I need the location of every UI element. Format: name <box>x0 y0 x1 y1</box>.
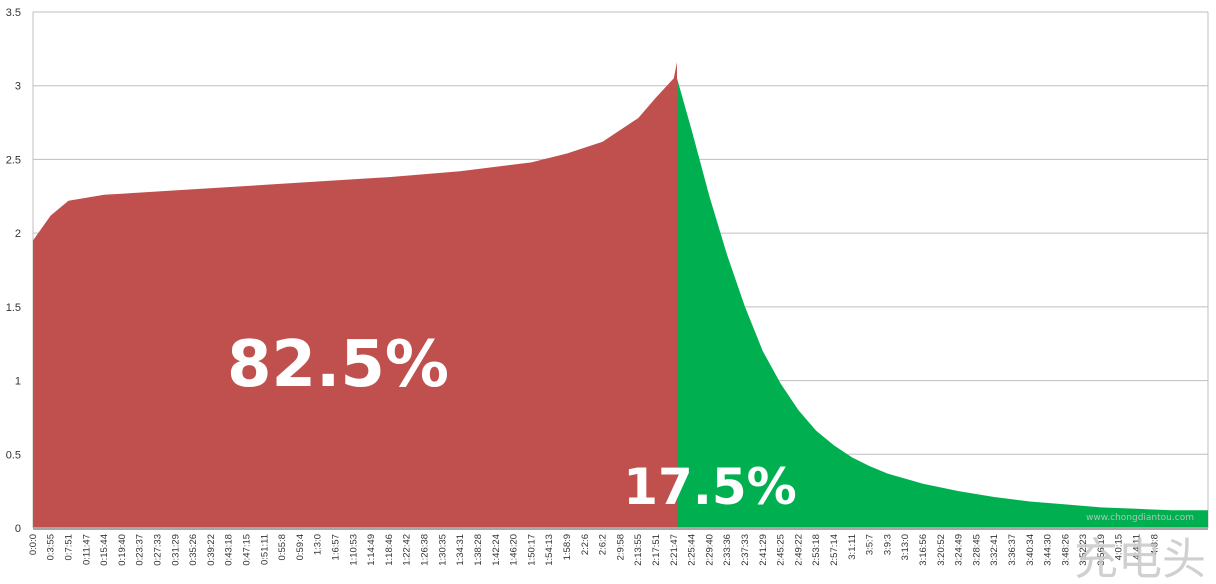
x-tick-label: 2:17:51 <box>651 534 662 566</box>
x-tick-label: 3:9:3 <box>882 534 893 555</box>
x-tick-label: 3:13:0 <box>900 534 911 560</box>
x-tick-label: 0:27:33 <box>153 534 164 566</box>
x-tick-label: 2:29:40 <box>704 534 715 566</box>
x-tick-label: 3:1:11 <box>847 534 858 560</box>
x-tick-label: 0:7:51 <box>64 534 75 560</box>
x-tick-label: 4:0:15 <box>1114 534 1125 560</box>
x-tick-label: 1:14:49 <box>366 534 377 566</box>
y-axis: 0 0.5 1 1.5 2 2.5 3 3.5 <box>6 7 21 535</box>
x-tick-label: 2:37:33 <box>740 534 751 566</box>
x-tick-label: 1:34:31 <box>455 534 466 566</box>
x-tick-label: 0:23:37 <box>135 534 146 566</box>
x-tick-label: 2:21:47 <box>669 534 680 566</box>
x-tick-label: 2:2:6 <box>580 534 591 555</box>
x-tick-label: 0:31:29 <box>170 534 181 566</box>
x-tick-label: 0:59:4 <box>295 534 306 560</box>
x-tick-label: 2:13:55 <box>633 534 644 566</box>
x-tick-label: 2:49:22 <box>793 534 804 566</box>
y-tick-label: 0.5 <box>6 449 21 461</box>
x-tick-label: 0:11:47 <box>81 534 92 565</box>
watermark: 充电头 www.chongdiantou.com <box>1074 513 1206 584</box>
x-tick-label: 1:30:35 <box>437 534 448 566</box>
x-tick-label: 3:52:23 <box>1078 534 1089 566</box>
x-tick-label: 1:38:28 <box>473 534 484 566</box>
x-tick-label: 3:40:34 <box>1025 534 1036 566</box>
x-tick-label: 3:36:37 <box>1007 534 1018 566</box>
area-series-right <box>677 78 1208 529</box>
x-tick-label: 0:55:8 <box>277 534 288 560</box>
x-tick-label: 0:19:40 <box>117 534 128 566</box>
x-tick-label: 1:10:53 <box>348 534 359 566</box>
x-tick-label: 0:39:22 <box>206 534 217 566</box>
y-tick-label: 3.5 <box>6 7 21 19</box>
x-tick-label: 2:45:25 <box>776 534 787 566</box>
x-tick-label: 0:15:44 <box>99 534 110 566</box>
y-tick-label: 1.5 <box>6 302 21 314</box>
x-tick-label: 1:18:46 <box>384 534 395 566</box>
plot-area <box>33 62 1208 529</box>
x-tick-label: 1:42:24 <box>491 534 502 566</box>
x-tick-label: 2:41:29 <box>758 534 769 566</box>
x-axis-baseline <box>33 527 1208 530</box>
x-tick-label: 3:16:56 <box>918 534 929 566</box>
x-tick-label: 3:28:45 <box>971 534 982 566</box>
x-tick-label: 1:54:13 <box>544 534 555 566</box>
x-tick-label: 3:5:7 <box>865 534 876 555</box>
watermark-url: www.chongdiantou.com <box>1086 513 1194 523</box>
x-tick-label: 4:8:8 <box>1149 534 1160 555</box>
x-tick-label: 2:9:58 <box>615 534 626 560</box>
x-tick-label: 1:50:17 <box>526 534 537 566</box>
area-series-left <box>33 62 677 528</box>
x-tick-label: 0:51:11 <box>259 534 270 565</box>
x-tick-label: 0:0:0 <box>28 534 39 555</box>
x-tick-label: 0:3:55 <box>46 534 57 560</box>
x-tick-label: 2:6:2 <box>598 534 609 555</box>
x-tick-label: 0:47:15 <box>242 534 253 566</box>
y-tick-label: 2.5 <box>6 154 21 166</box>
x-tick-label: 1:58:9 <box>562 534 573 560</box>
x-tick-label: 3:24:49 <box>954 534 965 566</box>
right-percentage-label: 17.5% <box>623 458 796 516</box>
x-tick-label: 3:48:26 <box>1060 534 1071 566</box>
y-tick-label: 2 <box>15 228 21 240</box>
x-tick-label: 4:4:11 <box>1132 534 1143 560</box>
x-axis: 0:0:0 0:3:55 0:7:51 0:11:47 0:15:44 0:19:40 0:… <box>28 534 1160 566</box>
y-tick-label: 0 <box>15 523 21 535</box>
x-tick-label: 2:33:36 <box>722 534 733 566</box>
left-percentage-label: 82.5% <box>227 328 449 402</box>
y-tick-label: 3 <box>15 81 21 93</box>
x-tick-label: 1:46:20 <box>509 534 520 566</box>
x-tick-label: 1:22:42 <box>402 534 413 566</box>
x-tick-label: 3:20:52 <box>936 534 947 566</box>
x-tick-label: 2:57:14 <box>829 534 840 566</box>
x-tick-label: 2:53:18 <box>811 534 822 566</box>
x-tick-label: 1:26:38 <box>420 534 431 566</box>
x-tick-label: 1:6:57 <box>331 534 342 560</box>
x-tick-label: 2:25:44 <box>687 534 698 566</box>
x-tick-label: 3:32:41 <box>989 534 1000 566</box>
y-tick-label: 1 <box>15 376 21 388</box>
watermark-logo: 充电头 <box>1074 534 1206 584</box>
x-tick-label: 0:43:18 <box>224 534 235 566</box>
x-tick-label: 0:35:26 <box>188 534 199 566</box>
x-tick-label: 3:44:30 <box>1043 534 1054 566</box>
x-tick-label: 3:56:19 <box>1096 534 1107 566</box>
x-tick-label: 1:3:0 <box>313 534 324 555</box>
